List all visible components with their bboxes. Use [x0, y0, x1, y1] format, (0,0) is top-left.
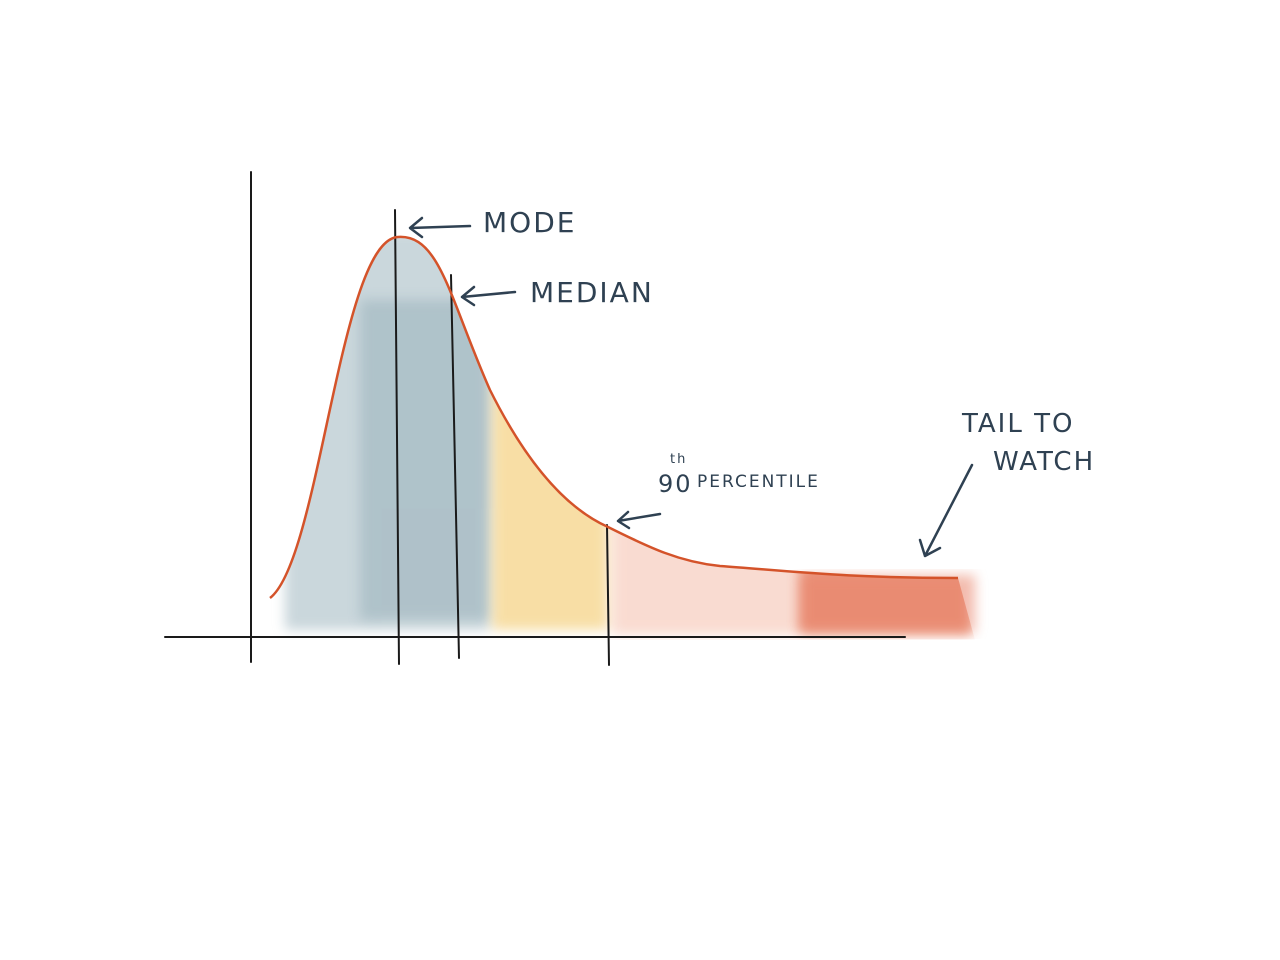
tail-watch-shade-outer	[800, 575, 975, 633]
median-label: MEDIAN	[530, 276, 654, 309]
percentile-word: PERCENTILE	[697, 472, 820, 492]
tail-label-line1: TAIL TO	[961, 409, 1074, 439]
median-line	[450, 274, 460, 659]
percentile-line	[606, 524, 610, 666]
percentile-suffix: th	[670, 452, 687, 467]
mode-label: MODE	[483, 206, 576, 239]
tail-arrow	[918, 463, 974, 558]
distribution-curve	[269, 235, 959, 599]
tail-label-line2: WATCH	[993, 447, 1095, 477]
percentile-shade	[492, 380, 608, 630]
percentile-number: 90	[658, 470, 693, 498]
median-arrow	[460, 285, 517, 307]
percentile-arrow	[616, 510, 662, 530]
mode-arrow	[408, 216, 472, 239]
mode-line	[394, 209, 400, 665]
body-shade-dark	[360, 300, 490, 620]
